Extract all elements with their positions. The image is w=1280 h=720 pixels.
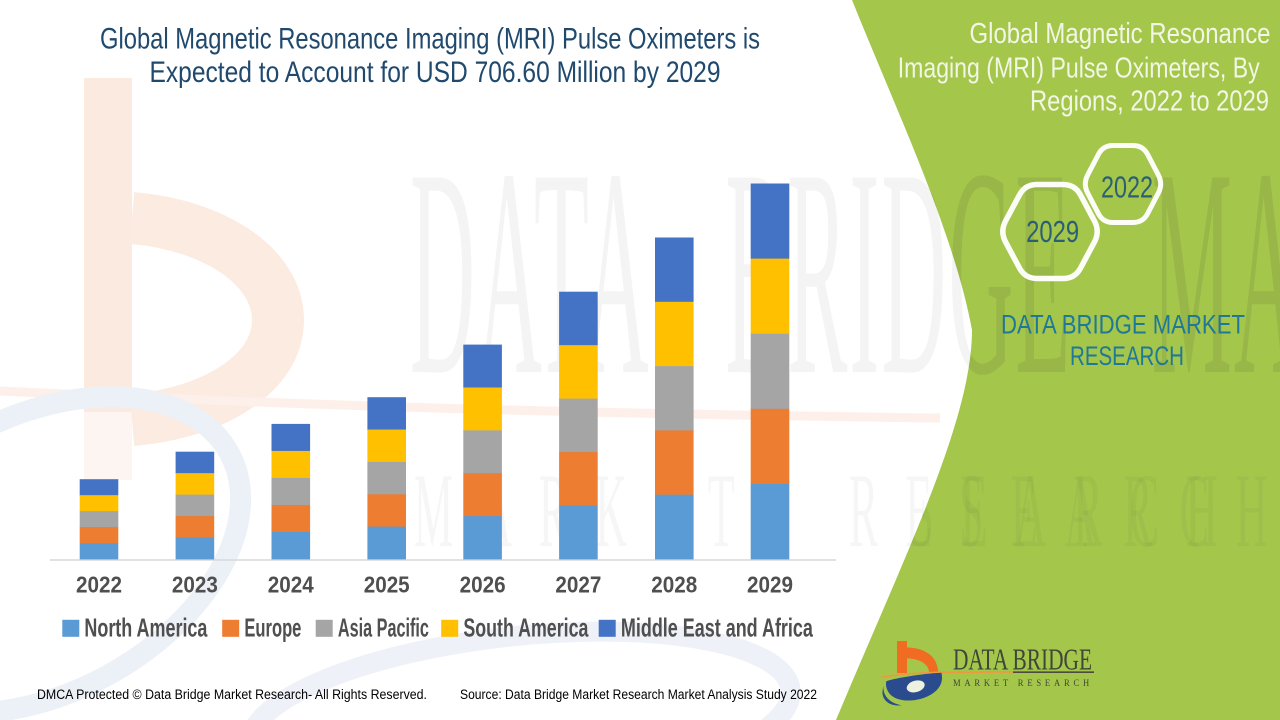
svg-text:DMCA Protected © Data Bridge M: DMCA Protected © Data Bridge Market Rese…	[37, 687, 427, 702]
svg-text:2023: 2023	[172, 572, 218, 598]
svg-text:Global Magnetic Resonance Imag: Global Magnetic Resonance Imaging (MRI) …	[100, 23, 760, 56]
svg-text:RESEARCH: RESEARCH	[1070, 341, 1184, 371]
svg-text:DATA BRIDGE MARKET RESEARCH: DATA BRIDGE MARKET RESEARCH	[410, 108, 1280, 437]
svg-text:DATA BRIDGE MARKET: DATA BRIDGE MARKET	[1001, 310, 1245, 340]
svg-text:Imaging (MRI) Pulse Oximeters,: Imaging (MRI) Pulse Oximeters, By	[898, 53, 1261, 85]
svg-text:Europe: Europe	[244, 613, 301, 643]
svg-text:2022: 2022	[76, 572, 122, 598]
svg-text:Middle East and Africa: Middle East and Africa	[621, 613, 813, 643]
svg-text:2022: 2022	[1101, 169, 1153, 204]
svg-text:MARKET RESEARCH: MARKET RESEARCH	[953, 678, 1093, 688]
svg-text:2027: 2027	[555, 572, 601, 598]
svg-text:MARKET RESEARCH: MARKET RESEARCH	[414, 453, 1280, 569]
svg-text:2029: 2029	[747, 572, 793, 598]
svg-text:Regions, 2022 to 2029: Regions, 2022 to 2029	[1030, 86, 1269, 118]
svg-text:2029: 2029	[1026, 214, 1079, 249]
svg-text:South America: South America	[463, 613, 588, 643]
svg-text:DATA BRIDGE: DATA BRIDGE	[953, 643, 1092, 677]
svg-text:Source: Data Bridge Market Res: Source: Data Bridge Market Research Mark…	[460, 687, 817, 702]
svg-text:2024: 2024	[268, 572, 314, 598]
svg-text:2025: 2025	[364, 572, 410, 598]
svg-text:North America: North America	[84, 613, 207, 643]
svg-text:2028: 2028	[651, 572, 697, 598]
svg-text:Global Magnetic Resonance: Global Magnetic Resonance	[970, 18, 1271, 50]
svg-text:Asia Pacific: Asia Pacific	[338, 613, 429, 643]
svg-text:2026: 2026	[460, 572, 506, 598]
svg-text:Expected to Account for USD 70: Expected to Account for USD 706.60 Milli…	[150, 56, 721, 89]
